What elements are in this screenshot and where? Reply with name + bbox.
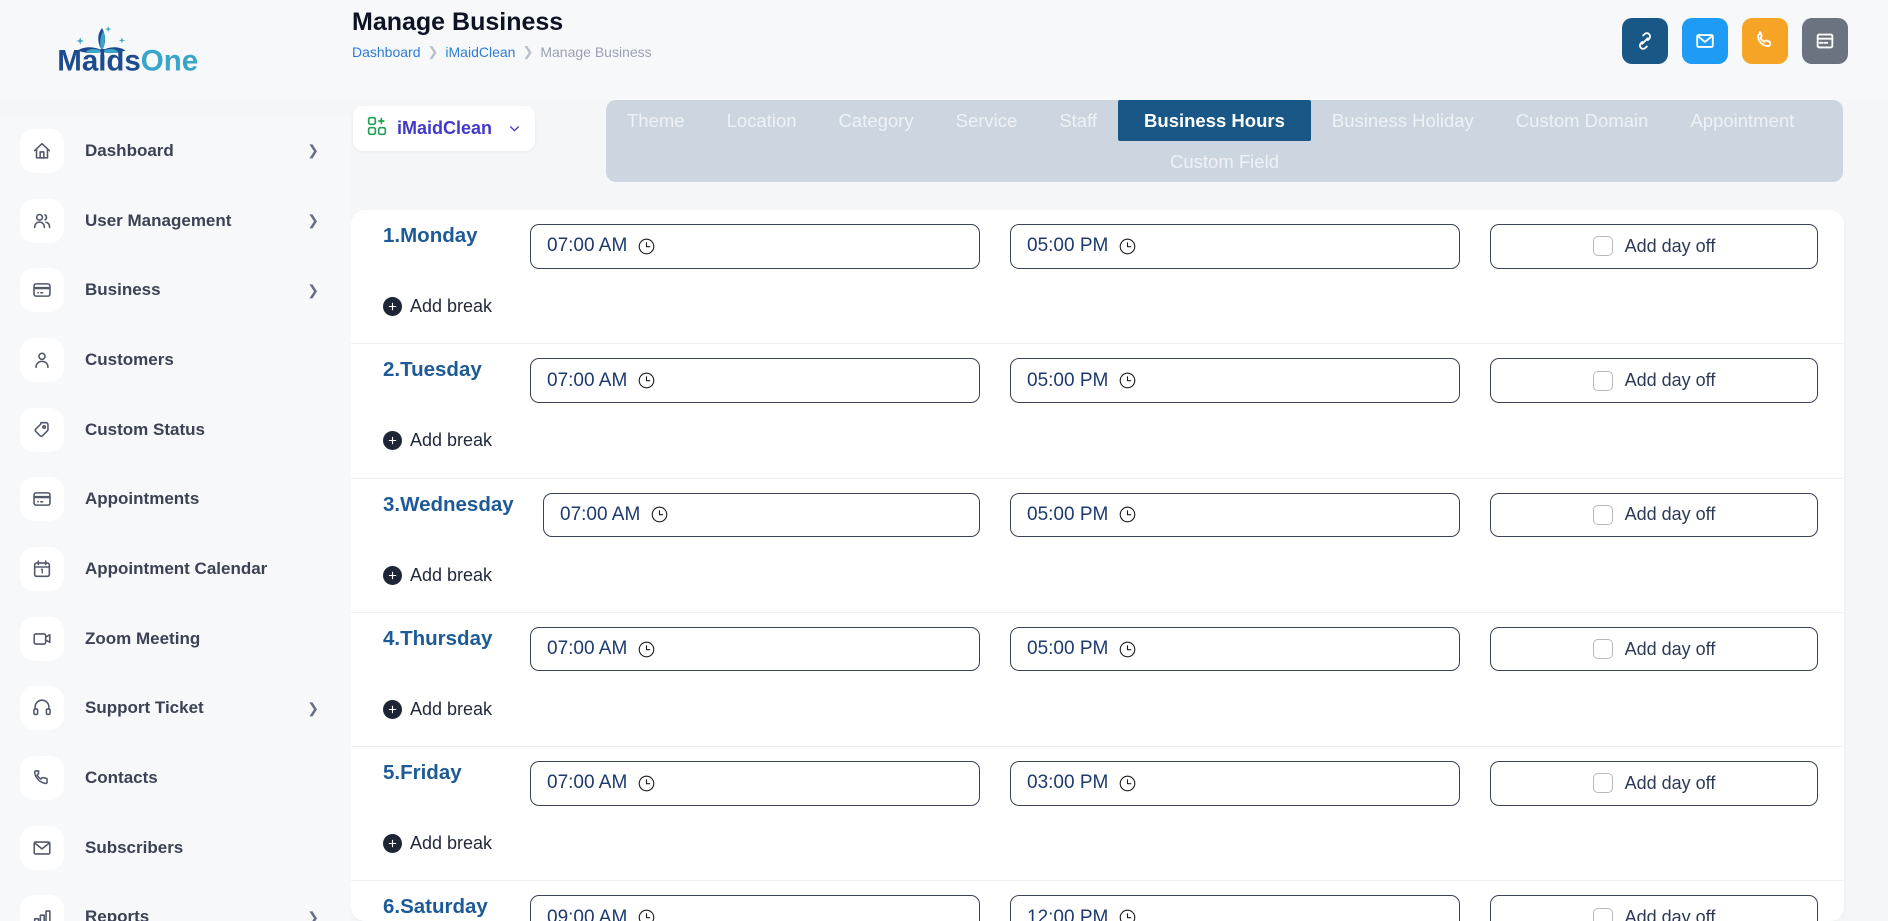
svg-text:i: i bbox=[98, 44, 106, 77]
svg-text:One: One bbox=[141, 44, 198, 77]
svg-text:ds: ds bbox=[106, 44, 140, 77]
svg-text:Ma: Ma bbox=[57, 44, 99, 77]
